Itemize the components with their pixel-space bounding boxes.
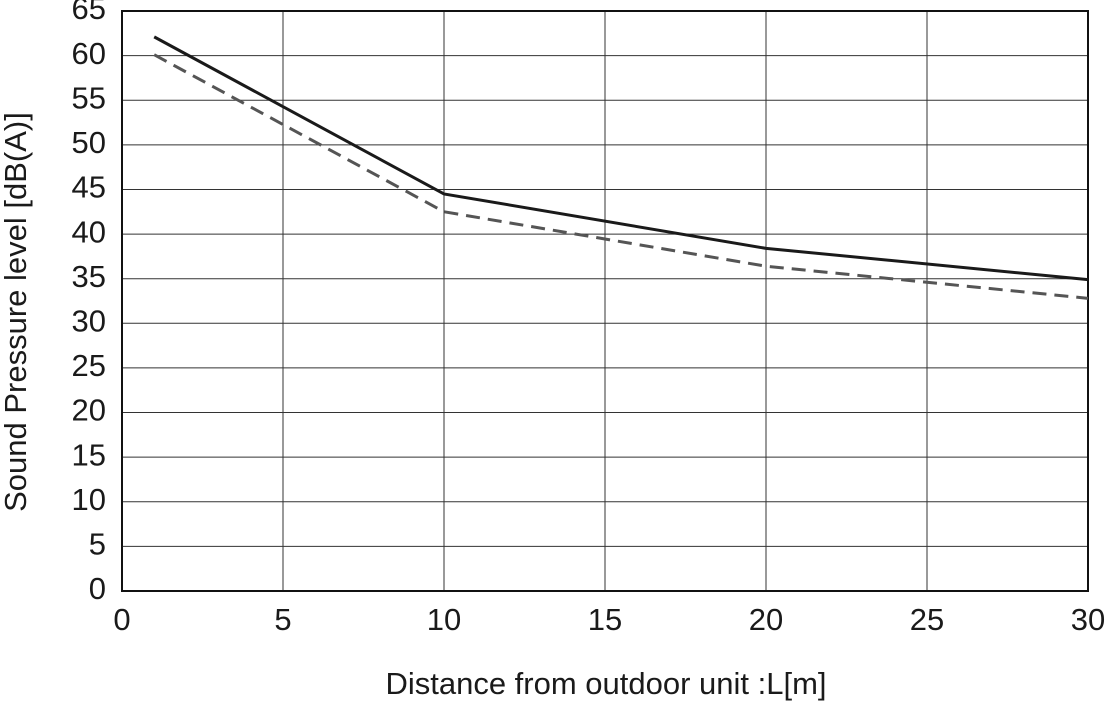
y-tick-label: 10 (72, 482, 106, 517)
series-line (153, 35, 1089, 282)
x-tick-label: 30 (1071, 602, 1105, 637)
y-tick-label: 60 (72, 36, 106, 71)
y-tick-label: 20 (72, 393, 106, 428)
x-tick-label: 20 (749, 602, 783, 637)
y-tick-label: 55 (72, 80, 106, 115)
y-tick-label: 50 (72, 125, 106, 160)
x-axis-label: Distance from outdoor unit :L[m] (385, 666, 826, 701)
x-tick-label: 15 (588, 602, 622, 637)
series-line (153, 53, 1089, 300)
y-tick-label: 0 (89, 571, 106, 606)
y-tick-label: 15 (72, 437, 106, 472)
y-tick-label: 40 (72, 214, 106, 249)
x-tick-label: 5 (274, 602, 291, 637)
x-tick-label: 25 (910, 602, 944, 637)
y-tick-label: 25 (72, 348, 106, 383)
y-tick-label: 65 (72, 0, 106, 26)
y-tick-label: 45 (72, 170, 106, 205)
y-tick-label: 35 (72, 259, 106, 294)
x-tick-label: 0 (113, 602, 130, 637)
y-tick-label: 5 (89, 527, 106, 562)
y-tick-label: 30 (72, 303, 106, 338)
plot-border (121, 10, 1089, 592)
y-axis-label: Sound Pressure level [dB(A)] (0, 112, 33, 512)
x-tick-label: 10 (427, 602, 461, 637)
